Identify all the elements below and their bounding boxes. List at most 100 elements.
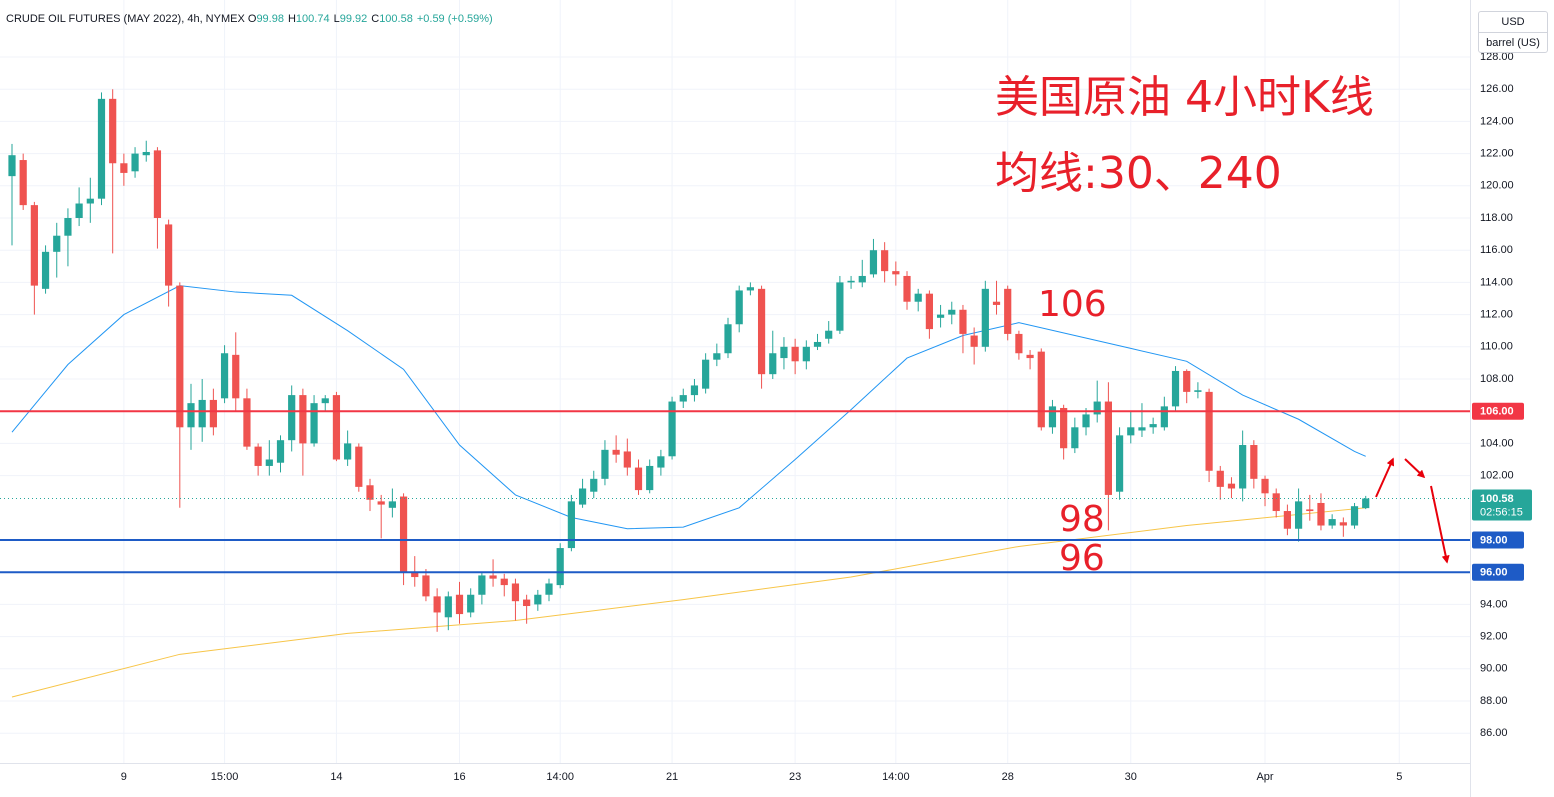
- candle-body: [1138, 427, 1146, 431]
- candle-body: [925, 293, 933, 330]
- level-tag-label: 98.00: [1480, 534, 1508, 546]
- plot: [0, 89, 1470, 698]
- candle-body: [232, 354, 240, 399]
- y-tick-label: 122.00: [1480, 148, 1514, 160]
- y-tick-label: 114.00: [1480, 276, 1513, 288]
- candle-body: [1216, 470, 1224, 487]
- change: +0.59 (+0.59%): [416, 13, 493, 25]
- candle-body: [209, 399, 217, 428]
- annotation-level: 106: [1038, 284, 1107, 325]
- candle-body: [53, 235, 61, 252]
- candle-body: [757, 288, 766, 375]
- candle-body: [120, 163, 128, 173]
- x-tick-label: 5: [1396, 771, 1402, 783]
- y-tick-label: 126.00: [1480, 83, 1514, 95]
- candle-body: [288, 395, 296, 441]
- candle-body: [948, 309, 956, 315]
- candle-body: [1205, 391, 1213, 471]
- ohlc-value: 100.58: [379, 13, 413, 25]
- ohlc-label: H: [287, 13, 296, 25]
- candle-body: [444, 596, 452, 618]
- axes: 86.00 88.00 90.00 92.00 94.00 102.00 104.00 108…: [121, 51, 1532, 783]
- candle-body: [1104, 401, 1112, 495]
- y-tick-label: 90.00: [1480, 663, 1508, 675]
- candle-body: [1317, 502, 1325, 526]
- y-tick-label: 124.00: [1480, 115, 1514, 127]
- candle-body: [970, 335, 978, 347]
- currency-box[interactable]: USD barrel (US): [1478, 11, 1548, 53]
- candle-body: [634, 467, 643, 491]
- currency-measure[interactable]: barrel (US): [1479, 32, 1547, 53]
- candle-body: [780, 346, 788, 359]
- y-tick-label: 120.00: [1480, 180, 1514, 192]
- candle-body: [455, 594, 464, 615]
- arrow: [1375, 457, 1395, 498]
- candle-body: [344, 443, 352, 460]
- candle-body: [131, 153, 139, 172]
- candle-body: [1194, 390, 1202, 392]
- ma-line: [11, 285, 1366, 530]
- candle-body: [1306, 509, 1314, 512]
- ohlc-label: O: [247, 13, 257, 25]
- candle-body: [590, 478, 598, 492]
- candle-body: [1261, 478, 1269, 494]
- candle-body: [892, 271, 900, 275]
- candle-body: [478, 575, 486, 595]
- candle-body: [713, 353, 721, 360]
- candle-body: [1227, 483, 1236, 489]
- candle-body: [914, 293, 922, 302]
- candle-body: [791, 346, 799, 362]
- candle-body: [545, 583, 553, 595]
- candle-body: [657, 456, 665, 468]
- y-tick-label: 112.00: [1480, 309, 1513, 321]
- candle-body: [556, 548, 564, 586]
- candle-body: [959, 309, 967, 334]
- candle-body: [646, 465, 654, 491]
- candle-body: [377, 501, 385, 505]
- x-tick-label: 14: [330, 771, 342, 783]
- candle-body: [690, 385, 699, 396]
- y-tick-label: 92.00: [1480, 631, 1508, 643]
- candle-body: [254, 446, 262, 466]
- candle-body: [489, 575, 497, 579]
- candle-body: [1093, 401, 1101, 415]
- candle-body: [1026, 354, 1034, 359]
- candle-body: [1362, 498, 1370, 509]
- candle-body: [41, 251, 50, 289]
- last-price-tag: [1472, 489, 1532, 521]
- candle-body: [399, 496, 408, 573]
- candle-body: [97, 98, 106, 199]
- y-tick-label: 116.00: [1480, 244, 1513, 256]
- candle-body: [142, 151, 150, 156]
- ohlc-value: 99.92: [339, 13, 368, 25]
- candle-body: [869, 250, 878, 275]
- annotation-ma: 均线:30、240: [995, 148, 1282, 199]
- candle-body: [724, 324, 732, 354]
- candle-body: [601, 449, 609, 479]
- candle-body: [668, 401, 676, 457]
- candle-body: [64, 218, 72, 236]
- candle-body: [500, 578, 508, 586]
- x-tick-label: Apr: [1256, 771, 1273, 783]
- candle-body: [165, 224, 173, 286]
- candle-body: [75, 203, 83, 218]
- candle-body: [903, 275, 911, 302]
- candle-body: [1160, 406, 1168, 428]
- last-price-label: 100.58: [1480, 493, 1514, 505]
- candle-body: [1250, 445, 1258, 479]
- currency-unit[interactable]: USD: [1501, 16, 1525, 28]
- x-tick-label: 16: [453, 771, 465, 783]
- level-tag: [1472, 563, 1524, 581]
- x-tick-label: 14:00: [882, 771, 910, 783]
- candle-body: [813, 341, 822, 347]
- candle-body: [1328, 519, 1336, 526]
- candle-body: [578, 488, 587, 505]
- candle-body: [1183, 370, 1191, 392]
- level-tag: [1472, 531, 1524, 549]
- candle-body: [86, 198, 94, 204]
- x-tick-label: 30: [1125, 771, 1137, 783]
- candle-body: [187, 403, 195, 428]
- ohlc-label: L: [333, 13, 340, 25]
- y-tick-label: 104.00: [1480, 437, 1514, 449]
